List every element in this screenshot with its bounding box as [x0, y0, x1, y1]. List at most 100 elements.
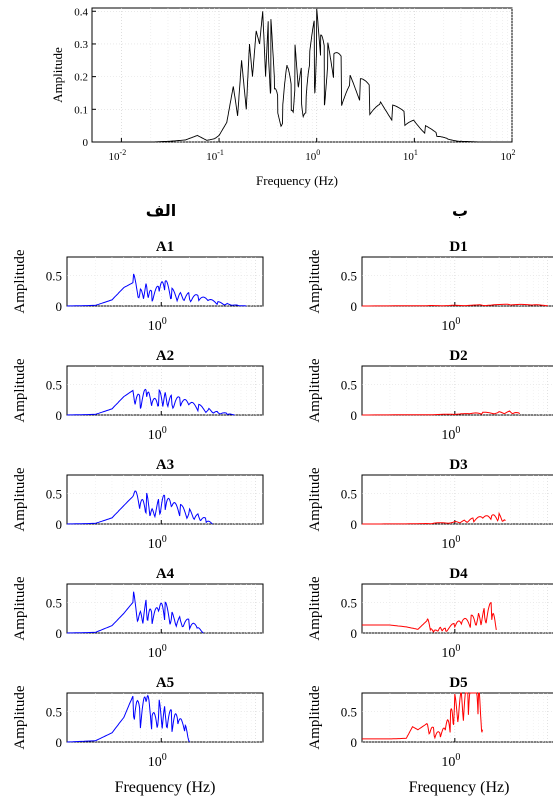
panel-title: A2 — [156, 348, 174, 364]
panel-y-tick-label: 0 — [351, 735, 358, 750]
panel-y-tick-label: 0 — [56, 408, 63, 423]
panel-y-tick-label: 0.5 — [341, 704, 357, 719]
panel-x-tick-label: 100 — [148, 643, 167, 661]
panel-d3: 0 0.5 100 D3 Amplitude — [307, 457, 553, 552]
top-y-tick-label: 0.4 — [74, 6, 88, 18]
panel-y-tick-label: 0 — [56, 735, 63, 750]
panel-y-tick-label: 0 — [351, 517, 358, 532]
panel-title: A4 — [156, 566, 175, 582]
panel-x-tick-label: 100 — [441, 316, 460, 334]
panel-title: A3 — [156, 457, 174, 473]
panel-frame — [66, 692, 264, 743]
panel-title: A1 — [156, 239, 174, 255]
panel-frame — [361, 365, 553, 416]
left-x-axis-label: Frequency (Hz) — [115, 779, 216, 796]
panel-frame — [361, 256, 553, 307]
panel-y-tick-label: 0.5 — [341, 268, 357, 283]
panel-series-line — [66, 388, 235, 416]
panel-series-line — [66, 591, 204, 634]
panel-y-axis-label: Amplitude — [12, 467, 28, 532]
panel-series-line — [66, 273, 247, 307]
top-x-tick-label: 10-1 — [206, 148, 224, 163]
panel-y-tick-label: 0.5 — [341, 486, 357, 501]
panel-y-tick-label: 0.5 — [341, 595, 357, 610]
right-x-axis-label: Frequency (Hz) — [409, 779, 510, 796]
panel-series-line — [66, 490, 213, 525]
panel-a1: 0 0.5 100 A1 Amplitude — [12, 239, 264, 334]
top-x-tick-label: 10-2 — [109, 148, 127, 163]
panel-d4: 0 0.5 100 D4 Amplitude — [307, 566, 553, 661]
right-column-label: ب — [452, 201, 468, 220]
panel-y-tick-label: 0 — [56, 517, 63, 532]
top-chart: 0 0.1 0.2 0.3 0.4 10-2 10-1 100 101 102 Frequenc… — [50, 6, 516, 188]
top-y-tick-label: 0 — [83, 137, 89, 149]
panel-series-line — [362, 410, 521, 416]
panel-y-axis-label: Amplitude — [12, 576, 28, 641]
panel-y-tick-label: 0 — [56, 299, 63, 314]
panel-y-tick-label: 0.5 — [46, 377, 62, 392]
panel-y-axis-label: Amplitude — [307, 467, 323, 532]
top-x-tick-label: 100 — [305, 148, 320, 163]
panel-y-axis-label: Amplitude — [307, 358, 323, 423]
panel-series-line — [362, 602, 497, 633]
top-y-ticks: 0 0.1 0.2 0.3 0.4 — [74, 6, 96, 149]
panel-y-tick-label: 0.5 — [46, 595, 62, 610]
panel-y-tick-label: 0.5 — [341, 377, 357, 392]
panel-title: D4 — [449, 566, 468, 582]
panel-y-axis-label: Amplitude — [12, 358, 28, 423]
top-y-tick-label: 0.2 — [74, 72, 88, 84]
panel-y-axis-label: Amplitude — [307, 249, 323, 314]
panel-x-tick-label: 100 — [148, 534, 167, 552]
panel-y-tick-label: 0 — [351, 299, 358, 314]
panel-y-tick-label: 0.5 — [46, 704, 62, 719]
panel-x-tick-label: 100 — [441, 534, 460, 552]
panel-x-tick-label: 100 — [148, 425, 167, 443]
sub-charts: 0 0.5 100 A1 Amplitude 0 0.5 100 D1 Amplitude 0 0.5… — [12, 239, 553, 770]
panel-a2: 0 0.5 100 A2 Amplitude — [12, 348, 264, 443]
panel-x-tick-label: 100 — [148, 316, 167, 334]
top-y-axis-label: Amplitude — [50, 47, 65, 103]
panel-y-axis-label: Amplitude — [12, 685, 28, 750]
panel-title: D5 — [449, 675, 467, 691]
panel-frame — [361, 583, 553, 634]
panel-series-line — [362, 692, 484, 740]
panel-y-axis-label: Amplitude — [12, 249, 28, 314]
panel-y-tick-label: 0 — [351, 408, 358, 423]
panel-x-tick-label: 100 — [148, 752, 167, 770]
panel-y-tick-label: 0.5 — [46, 268, 62, 283]
top-x-tick-label: 101 — [403, 148, 418, 163]
top-series — [92, 8, 512, 143]
panel-a4: 0 0.5 100 A4 Amplitude — [12, 566, 264, 661]
panel-y-tick-label: 0.5 — [46, 486, 62, 501]
top-y-tick-label: 0.1 — [74, 104, 88, 116]
top-x-ticks: 10-2 10-1 100 101 102 — [109, 138, 516, 163]
panel-y-axis-label: Amplitude — [307, 576, 323, 641]
panel-y-axis-label: Amplitude — [307, 685, 323, 750]
panel-frame — [361, 474, 553, 525]
panel-title: D2 — [449, 348, 467, 364]
panel-x-tick-label: 100 — [441, 643, 460, 661]
panel-x-tick-label: 100 — [441, 752, 460, 770]
panel-d5: 0 0.5 100 D5 Amplitude — [307, 675, 553, 770]
panel-a5: 0 0.5 100 A5 Amplitude — [12, 675, 264, 770]
panel-a3: 0 0.5 100 A3 Amplitude — [12, 457, 264, 552]
top-series-line — [92, 8, 512, 143]
panel-x-tick-label: 100 — [441, 425, 460, 443]
panel-d1: 0 0.5 100 D1 Amplitude — [307, 239, 553, 334]
panel-title: D1 — [449, 239, 467, 255]
panel-y-tick-label: 0 — [351, 626, 358, 641]
panel-title: D3 — [449, 457, 467, 473]
left-column-label: الف — [146, 201, 177, 220]
panel-series-line — [66, 694, 191, 743]
top-plot-frame — [91, 7, 513, 143]
top-x-tick-label: 102 — [501, 148, 516, 163]
panel-y-tick-label: 0 — [56, 626, 63, 641]
panel-frame — [66, 365, 264, 416]
top-x-axis-label: Frequency (Hz) — [256, 173, 338, 188]
panel-d2: 0 0.5 100 D2 Amplitude — [307, 348, 553, 443]
panel-series-line — [362, 511, 506, 525]
top-grid — [92, 8, 513, 143]
top-y-tick-label: 0.3 — [74, 39, 88, 51]
panel-title: A5 — [156, 675, 174, 691]
